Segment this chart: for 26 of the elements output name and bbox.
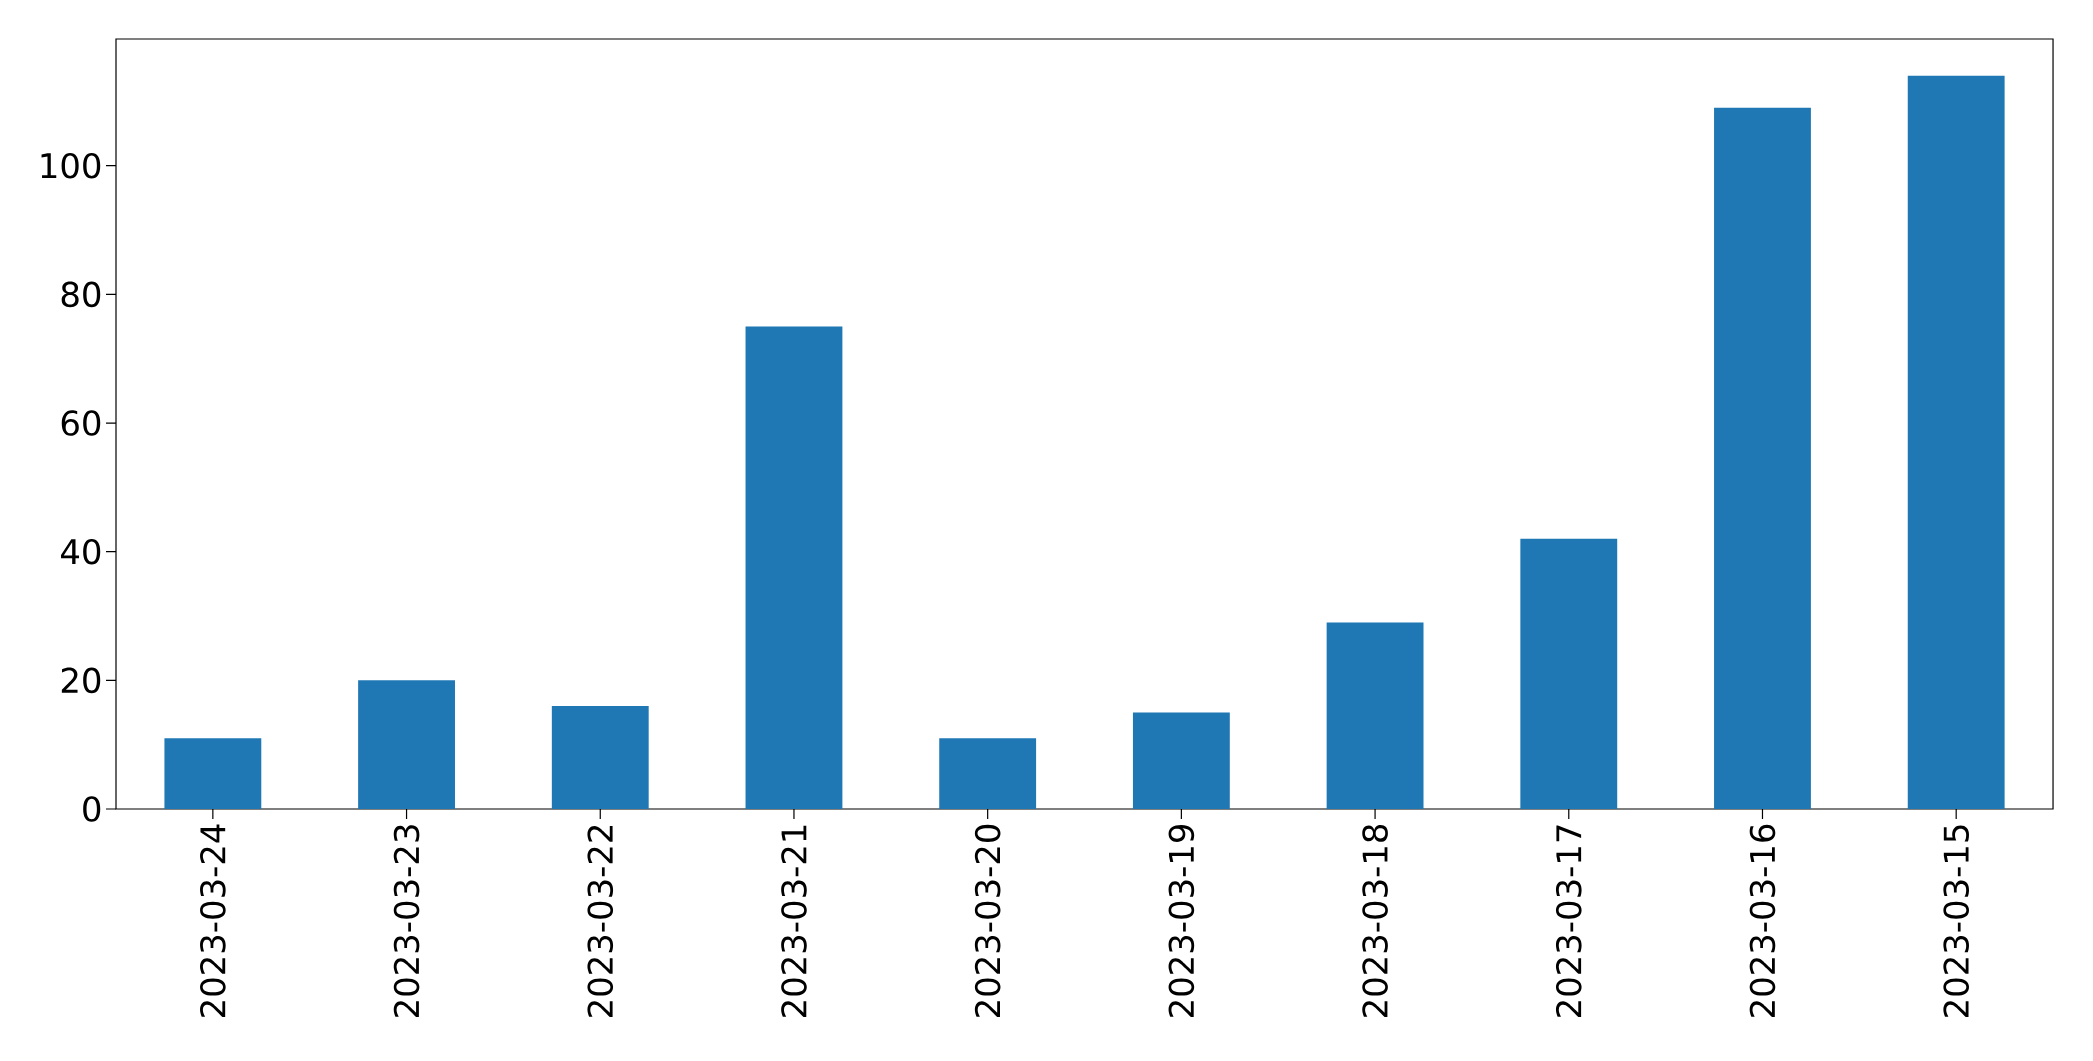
- y-tick-label: 40: [61, 538, 101, 565]
- x-tick-label: 2023-03-16: [1749, 824, 1776, 1017]
- bar: [745, 326, 843, 809]
- bar: [551, 706, 649, 809]
- bar: [1714, 107, 1811, 809]
- bar: [1132, 712, 1230, 809]
- bar: [1326, 622, 1424, 809]
- y-tick-label: 20: [61, 667, 101, 694]
- x-tick-label: 2023-03-21: [781, 825, 807, 1017]
- x-tick-label: 2023-03-15: [1943, 825, 1969, 1017]
- bar: [939, 738, 1037, 809]
- bar: [1520, 538, 1618, 809]
- bar: [164, 738, 262, 809]
- x-tick-label: 2023-03-18: [1362, 824, 1388, 1017]
- y-tick-label: 100: [41, 152, 101, 179]
- y-tick-label: 80: [61, 281, 101, 308]
- x-tick-label: 2023-03-22: [587, 825, 614, 1017]
- bar: [1907, 75, 2005, 809]
- x-tick-label: 2023-03-19: [1168, 824, 1195, 1017]
- x-tick-label: 2023-03-20: [974, 824, 1001, 1017]
- y-tick-label: 0: [83, 796, 101, 822]
- x-tick-label: 2023-03-24: [200, 824, 226, 1017]
- x-tick-label: 2023-03-23: [393, 825, 420, 1017]
- x-tick-label: 2023-03-17: [1555, 825, 1582, 1017]
- y-tick-label: 60: [61, 410, 101, 436]
- bar: [358, 680, 455, 809]
